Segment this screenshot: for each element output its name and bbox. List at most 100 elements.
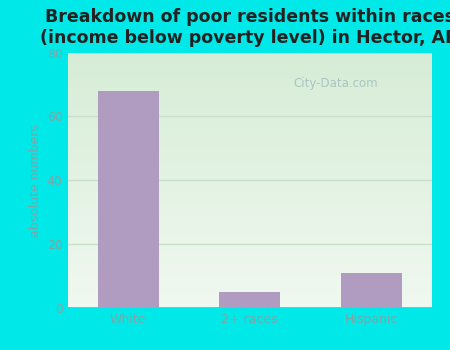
- Bar: [68, 159, 432, 160]
- Bar: [68, 215, 432, 216]
- Bar: [68, 182, 432, 183]
- Bar: [68, 142, 432, 143]
- Bar: [68, 280, 432, 281]
- Bar: [68, 62, 432, 63]
- Y-axis label: absolute numbers: absolute numbers: [29, 124, 42, 237]
- Bar: [68, 180, 432, 182]
- Bar: [68, 289, 432, 290]
- Bar: [68, 74, 432, 76]
- Bar: [68, 147, 432, 148]
- Bar: [68, 222, 432, 224]
- Bar: [68, 192, 432, 193]
- Bar: [68, 237, 432, 238]
- Bar: [68, 169, 432, 170]
- Bar: [68, 212, 432, 214]
- Bar: [68, 115, 432, 116]
- Bar: [68, 190, 432, 192]
- Bar: [68, 299, 432, 300]
- Bar: [68, 120, 432, 121]
- Bar: [68, 216, 432, 217]
- Bar: [68, 63, 432, 64]
- Bar: [68, 296, 432, 298]
- Bar: [68, 146, 432, 147]
- Bar: [68, 77, 432, 78]
- Bar: [68, 110, 432, 111]
- Bar: [68, 55, 432, 56]
- Bar: [68, 179, 432, 180]
- Bar: [68, 66, 432, 68]
- Bar: [68, 78, 432, 79]
- Bar: [68, 241, 432, 243]
- Bar: [68, 134, 432, 135]
- Bar: [68, 68, 432, 69]
- Bar: [68, 187, 432, 188]
- Bar: [68, 93, 432, 94]
- Bar: [68, 199, 432, 201]
- Bar: [68, 56, 432, 58]
- Bar: [68, 256, 432, 257]
- Bar: [68, 275, 432, 276]
- Bar: [68, 119, 432, 120]
- Bar: [68, 247, 432, 248]
- Bar: [68, 276, 432, 277]
- Bar: [68, 128, 432, 129]
- Bar: [220, 292, 280, 308]
- Bar: [68, 271, 432, 272]
- Bar: [68, 125, 432, 127]
- Bar: [68, 139, 432, 141]
- Bar: [68, 72, 432, 73]
- Bar: [68, 214, 432, 215]
- Bar: [68, 183, 432, 184]
- Bar: [68, 217, 432, 218]
- Bar: [68, 272, 432, 273]
- Bar: [68, 292, 432, 293]
- Bar: [68, 127, 432, 128]
- Bar: [68, 54, 432, 55]
- Bar: [341, 273, 401, 308]
- Bar: [68, 123, 432, 124]
- Bar: [68, 111, 432, 113]
- Bar: [68, 148, 432, 149]
- Bar: [68, 107, 432, 109]
- Bar: [68, 79, 432, 80]
- Bar: [68, 98, 432, 100]
- Bar: [68, 138, 432, 139]
- Bar: [68, 267, 432, 268]
- Bar: [68, 235, 432, 237]
- Bar: [68, 233, 432, 234]
- Bar: [68, 121, 432, 123]
- Bar: [68, 229, 432, 230]
- Bar: [68, 206, 432, 207]
- Title: Breakdown of poor residents within races
(income below poverty level) in Hector,: Breakdown of poor residents within races…: [40, 8, 450, 47]
- Bar: [68, 141, 432, 142]
- Bar: [68, 210, 432, 211]
- Bar: [68, 279, 432, 280]
- Bar: [68, 258, 432, 259]
- Bar: [68, 307, 432, 308]
- Bar: [68, 135, 432, 137]
- Bar: [68, 96, 432, 97]
- Bar: [68, 87, 432, 88]
- Bar: [68, 298, 432, 299]
- Bar: [68, 282, 432, 284]
- Bar: [68, 204, 432, 206]
- Bar: [68, 238, 432, 239]
- Bar: [68, 253, 432, 254]
- Bar: [68, 211, 432, 212]
- Bar: [68, 145, 432, 146]
- Bar: [68, 105, 432, 106]
- Bar: [68, 164, 432, 165]
- Bar: [68, 84, 432, 86]
- Bar: [68, 83, 432, 84]
- Bar: [68, 80, 432, 82]
- Bar: [68, 106, 432, 107]
- Bar: [68, 166, 432, 168]
- Bar: [68, 286, 432, 288]
- Bar: [68, 243, 432, 244]
- Bar: [68, 266, 432, 267]
- Bar: [68, 64, 432, 65]
- Bar: [68, 165, 432, 166]
- Bar: [68, 293, 432, 294]
- Bar: [68, 160, 432, 161]
- Bar: [68, 193, 432, 194]
